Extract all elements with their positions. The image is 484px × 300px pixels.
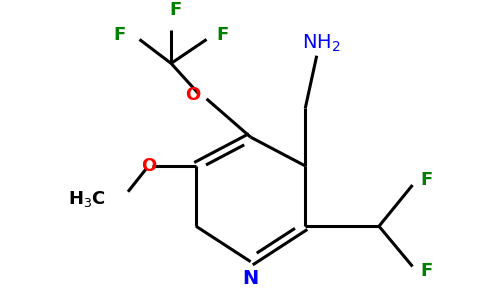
Text: O: O — [185, 86, 201, 104]
Text: O: O — [141, 157, 157, 175]
Text: F: F — [216, 26, 228, 44]
Text: F: F — [420, 171, 432, 189]
Text: F: F — [170, 1, 182, 19]
Text: F: F — [420, 262, 432, 280]
Text: $\mathrm{NH_2}$: $\mathrm{NH_2}$ — [302, 33, 341, 54]
Text: N: N — [242, 269, 259, 288]
Text: F: F — [113, 26, 125, 44]
Text: H$_3$C: H$_3$C — [68, 189, 106, 209]
